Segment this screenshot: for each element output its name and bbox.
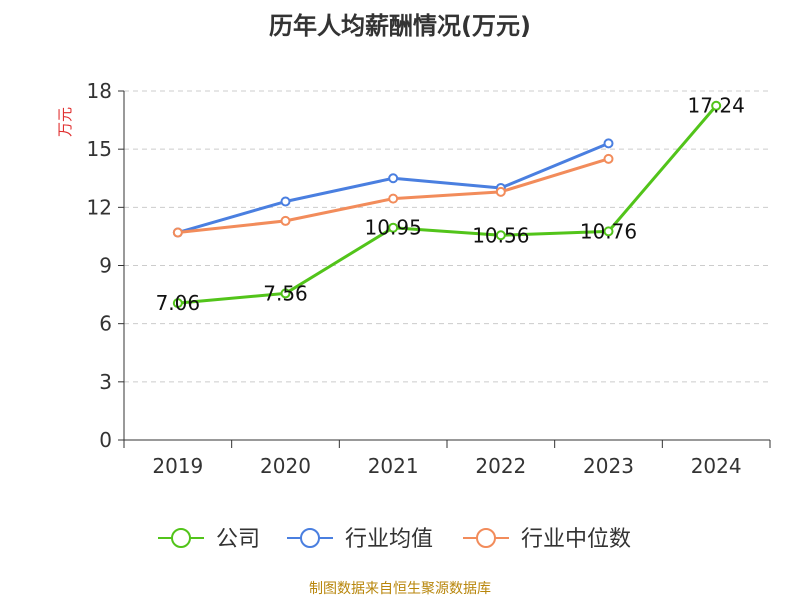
x-tick-label: 2022 bbox=[475, 454, 526, 478]
data-label: 10.56 bbox=[472, 223, 529, 247]
series-point[interactable] bbox=[388, 193, 399, 204]
legend-label: 公司 bbox=[216, 527, 260, 552]
legend-label: 行业中位数 bbox=[521, 527, 631, 552]
series-point[interactable] bbox=[280, 215, 291, 226]
series-point[interactable] bbox=[711, 100, 722, 111]
legend-marker-icon bbox=[476, 528, 496, 548]
y-tick-label: 15 bbox=[87, 137, 112, 161]
series-point[interactable] bbox=[388, 173, 399, 184]
x-tick-label: 2019 bbox=[152, 454, 203, 478]
x-tick-label: 2024 bbox=[691, 454, 742, 478]
series-point[interactable] bbox=[280, 288, 291, 299]
y-tick-label: 3 bbox=[99, 370, 112, 394]
legend-item[interactable]: 公司 bbox=[158, 527, 260, 552]
y-tick-label: 12 bbox=[87, 195, 112, 219]
legend-label: 行业均值 bbox=[345, 527, 433, 552]
y-axis-title: 万元 bbox=[56, 107, 74, 137]
series-point[interactable] bbox=[172, 298, 183, 309]
legend-marker-icon bbox=[300, 528, 320, 548]
y-tick-label: 0 bbox=[99, 428, 112, 452]
chart-title: 历年人均薪酬情况(万元) bbox=[269, 12, 531, 40]
data-label: 7.06 bbox=[156, 291, 201, 315]
y-tick-label: 9 bbox=[99, 254, 112, 278]
x-tick-label: 2023 bbox=[583, 454, 634, 478]
source-note: 制图数据来自恒生聚源数据库 bbox=[309, 581, 491, 597]
legend-item[interactable]: 行业均值 bbox=[287, 527, 433, 552]
axes: 0 3 6 9 12 15 18 2019 2020 2021 2022 2023 2024 万元 bbox=[56, 79, 771, 478]
series-point[interactable] bbox=[603, 138, 614, 149]
data-labels: 7.06 7.56 10.95 10.56 10.76 17.24 bbox=[156, 94, 745, 315]
series-point[interactable] bbox=[172, 227, 183, 238]
series-point[interactable] bbox=[495, 186, 506, 197]
series-point[interactable] bbox=[603, 226, 614, 237]
legend-marker-icon bbox=[171, 528, 191, 548]
data-label: 7.56 bbox=[263, 281, 308, 305]
series-point[interactable] bbox=[280, 196, 291, 207]
data-label: 10.76 bbox=[580, 219, 637, 243]
y-tick-label: 18 bbox=[87, 79, 112, 103]
series-line bbox=[176, 104, 718, 305]
y-tick-label: 6 bbox=[99, 312, 112, 336]
series-lines bbox=[172, 100, 722, 309]
legend-item[interactable]: 行业中位数 bbox=[463, 527, 631, 552]
series-point[interactable] bbox=[388, 222, 399, 233]
x-tick-label: 2020 bbox=[260, 454, 311, 478]
series-point[interactable] bbox=[495, 230, 506, 241]
legend: 公司 行业均值 行业中位数 bbox=[158, 527, 631, 552]
series-point[interactable] bbox=[603, 153, 614, 164]
data-label: 10.95 bbox=[365, 216, 422, 240]
x-tick-label: 2021 bbox=[368, 454, 419, 478]
grid-lines bbox=[124, 90, 770, 383]
data-label: 17.24 bbox=[688, 94, 745, 118]
